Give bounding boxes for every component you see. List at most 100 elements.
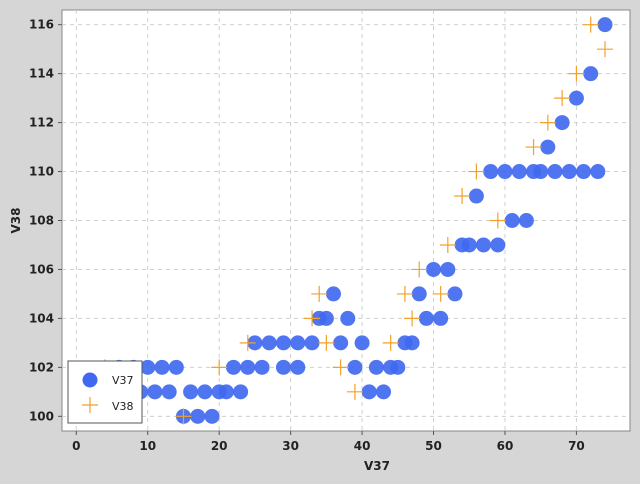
data-point-v37 <box>476 237 492 253</box>
data-point-v38 <box>304 310 321 327</box>
data-point-v37 <box>376 384 392 400</box>
data-point-v37 <box>404 335 420 351</box>
data-point-v38 <box>346 383 363 400</box>
data-point-v37 <box>583 66 599 82</box>
data-point-v37 <box>225 359 241 375</box>
legend-marker-v37 <box>82 372 98 388</box>
data-point-v37 <box>433 310 449 326</box>
data-point-v37 <box>597 17 613 33</box>
data-point-v38 <box>239 334 256 351</box>
x-tick-label: 40 <box>354 439 371 453</box>
data-point-v37 <box>483 164 499 180</box>
x-tick-label: 70 <box>568 439 585 453</box>
data-point-v38 <box>332 359 349 376</box>
data-point-v37 <box>561 164 577 180</box>
y-axis-label: V38 <box>9 208 23 234</box>
data-point-v37 <box>411 286 427 302</box>
data-point-v37 <box>183 384 199 400</box>
data-point-v37 <box>547 164 563 180</box>
data-point-v38 <box>568 65 585 82</box>
data-point-v37 <box>368 359 384 375</box>
data-point-v37 <box>290 335 306 351</box>
data-point-v37 <box>197 384 213 400</box>
data-point-v38 <box>404 310 421 327</box>
y-tick-label: 110 <box>29 165 54 179</box>
data-point-v37 <box>347 359 363 375</box>
data-point-v37 <box>290 359 306 375</box>
x-tick-label: 20 <box>211 439 228 453</box>
data-point-v38 <box>396 285 413 302</box>
data-point-v37 <box>461 237 477 253</box>
data-point-v37 <box>426 261 442 277</box>
y-tick-label: 102 <box>29 360 54 374</box>
data-point-v37 <box>261 335 277 351</box>
data-point-v37 <box>504 213 520 228</box>
legend-label-v38: V38 <box>112 400 134 413</box>
data-point-v37 <box>568 90 584 106</box>
data-point-v37 <box>390 359 406 375</box>
data-point-v37 <box>533 164 549 180</box>
data-point-v38 <box>382 334 399 351</box>
data-point-v38 <box>596 41 613 58</box>
data-point-v37 <box>140 359 156 375</box>
data-point-v37 <box>168 359 184 375</box>
data-point-v38 <box>411 261 428 278</box>
data-point-v38 <box>311 285 328 302</box>
data-point-v37 <box>468 188 484 204</box>
x-tick-label: 30 <box>282 439 299 453</box>
data-point-v37 <box>490 237 506 253</box>
data-point-v37 <box>590 164 606 180</box>
data-point-v38 <box>175 408 192 425</box>
data-point-v37 <box>240 359 256 375</box>
data-point-v38 <box>525 139 542 156</box>
y-tick-label: 114 <box>29 67 54 81</box>
data-point-v37 <box>325 286 341 302</box>
data-point-v37 <box>233 384 249 400</box>
y-tick-label: 112 <box>29 116 54 130</box>
data-point-v37 <box>304 335 320 351</box>
data-point-v37 <box>418 310 434 326</box>
data-point-v38 <box>318 334 335 351</box>
data-point-v37 <box>447 286 463 302</box>
data-point-v37 <box>147 384 163 400</box>
data-point-v37 <box>511 164 527 180</box>
data-point-v38 <box>439 236 456 253</box>
y-tick-label: 116 <box>29 18 54 32</box>
data-point-v37 <box>440 261 456 277</box>
y-tick-label: 104 <box>29 311 54 325</box>
y-tick-label: 108 <box>29 214 54 228</box>
data-point-v37 <box>333 335 349 351</box>
y-tick-label: 106 <box>29 262 54 276</box>
data-point-v37 <box>354 335 370 351</box>
data-point-v37 <box>161 384 177 400</box>
legend-box <box>67 360 143 424</box>
data-point-v37 <box>554 115 570 131</box>
data-point-v37 <box>497 164 513 180</box>
data-point-v38 <box>432 285 449 302</box>
data-point-v38 <box>454 188 471 205</box>
data-point-v38 <box>468 163 485 180</box>
data-point-v37 <box>204 408 220 424</box>
data-point-v37 <box>190 408 206 424</box>
data-point-v37 <box>275 359 291 375</box>
x-tick-label: 50 <box>425 439 442 453</box>
data-point-v37 <box>518 213 534 228</box>
data-point-v37 <box>218 384 234 400</box>
data-point-v37 <box>275 335 291 351</box>
data-point-v37 <box>340 310 356 326</box>
data-point-v37 <box>154 359 170 375</box>
data-point-v38 <box>539 114 556 131</box>
data-point-v37 <box>361 384 377 400</box>
data-point-v37 <box>576 164 592 180</box>
data-point-v37 <box>254 359 270 375</box>
data-point-v37 <box>318 310 334 326</box>
x-tick-label: 10 <box>139 439 156 453</box>
data-point-v37 <box>540 139 556 155</box>
x-axis-label: V37 <box>364 459 390 473</box>
y-tick-label: 100 <box>29 409 54 423</box>
data-point-v38 <box>211 359 228 376</box>
x-tick-label: 60 <box>497 439 514 453</box>
legend-label-v37: V37 <box>112 374 134 387</box>
